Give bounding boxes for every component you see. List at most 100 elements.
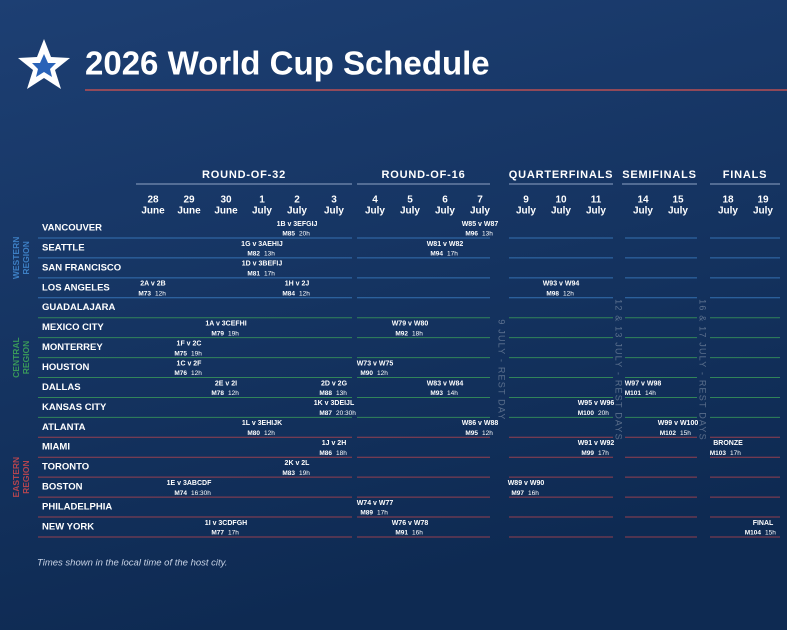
match-number: M89 bbox=[360, 510, 373, 517]
match-number: M83 bbox=[282, 470, 295, 477]
match-time: 16:30h bbox=[191, 490, 211, 497]
match-time: 13h bbox=[264, 251, 275, 258]
date-day: 7 bbox=[477, 195, 483, 206]
date-day: 4 bbox=[372, 195, 378, 206]
match-time: 20h bbox=[299, 231, 310, 238]
region-label-line: REGION bbox=[21, 460, 31, 494]
match-time: 20:30h bbox=[336, 410, 356, 417]
date-month: July bbox=[516, 206, 536, 217]
date-month: June bbox=[141, 206, 165, 217]
city-name: ATLANTA bbox=[42, 422, 86, 433]
match-number: M77 bbox=[211, 530, 224, 537]
match-teams: 1K v 3DEIJL bbox=[314, 400, 355, 407]
date-day: 2 bbox=[294, 195, 300, 206]
match-time: 12h bbox=[191, 370, 202, 377]
match-teams: 2E v 2I bbox=[215, 380, 237, 387]
region-label-line: EASTERN bbox=[11, 457, 21, 498]
city-name: NEW YORK bbox=[42, 521, 94, 532]
match-teams: 2K v 2L bbox=[285, 460, 311, 467]
date-month: July bbox=[633, 206, 653, 217]
match-teams: 1E v 3ABCDF bbox=[167, 480, 212, 487]
date-day: 11 bbox=[591, 195, 602, 206]
city-name: BOSTON bbox=[42, 482, 83, 493]
date-month: June bbox=[214, 206, 238, 217]
city-name: LOS ANGELES bbox=[42, 282, 110, 293]
match-number: M86 bbox=[319, 450, 332, 457]
match-time: 16h bbox=[528, 490, 539, 497]
match-time: 12h bbox=[563, 291, 574, 298]
region-label: WESTERNREGION bbox=[11, 237, 31, 280]
match-number: M91 bbox=[395, 530, 408, 537]
match-time: 17h bbox=[228, 530, 239, 537]
match-teams: W74 v W77 bbox=[357, 500, 394, 507]
city-name: MEXICO CITY bbox=[42, 322, 104, 333]
city-name: DALLAS bbox=[42, 382, 81, 393]
match-teams: W89 v W90 bbox=[508, 480, 545, 487]
footnote: Times shown in the local time of the hos… bbox=[37, 558, 227, 569]
match-time: 17h bbox=[447, 251, 458, 258]
date-month: July bbox=[400, 206, 420, 217]
date-month: July bbox=[324, 206, 344, 217]
match-number: M80 bbox=[247, 430, 260, 437]
match-time: 15h bbox=[680, 430, 691, 437]
match-teams: W81 v W82 bbox=[427, 241, 464, 248]
match-number: M85 bbox=[282, 231, 295, 238]
match-number: M103 bbox=[710, 450, 727, 457]
match-teams: 1G v 3AEHIJ bbox=[241, 241, 283, 248]
date-month: July bbox=[551, 206, 571, 217]
rest-day-note: 12 & 13 JULY - REST DAYS bbox=[614, 299, 624, 441]
date-day: 14 bbox=[637, 195, 649, 206]
match-teams: 1F v 2C bbox=[177, 340, 202, 347]
city-name: KANSAS CITY bbox=[42, 402, 107, 413]
city-name: MIAMI bbox=[42, 442, 70, 453]
region-label: CENTRALREGION bbox=[11, 337, 31, 378]
rest-day-note: 16 & 17 JULY - REST DAYS bbox=[698, 299, 708, 441]
round-label: SEMIFINALS bbox=[622, 169, 697, 181]
date-day: 5 bbox=[407, 195, 413, 206]
date-month: July bbox=[435, 206, 455, 217]
match-time: 14h bbox=[645, 390, 656, 397]
match-time: 12h bbox=[264, 430, 275, 437]
match-teams: W91 v W92 bbox=[578, 440, 615, 447]
city-name: SEATTLE bbox=[42, 242, 85, 253]
date-month: July bbox=[586, 206, 606, 217]
date-month: June bbox=[177, 206, 201, 217]
match-number: M97 bbox=[511, 490, 524, 497]
match-number: M99 bbox=[581, 450, 594, 457]
region-label-line: CENTRAL bbox=[11, 337, 21, 378]
match-time: 20h bbox=[598, 410, 609, 417]
date-day: 6 bbox=[442, 195, 448, 206]
city-name: TORONTO bbox=[42, 462, 89, 473]
match-number: M73 bbox=[138, 291, 151, 298]
match-time: 17h bbox=[377, 510, 388, 517]
match-teams: W76 v W78 bbox=[392, 520, 429, 527]
date-day: 3 bbox=[331, 195, 337, 206]
match-teams: W85 v W87 bbox=[462, 221, 499, 228]
date-day: 30 bbox=[220, 195, 232, 206]
match-teams: W97 v W98 bbox=[625, 380, 662, 387]
match-time: 13h bbox=[482, 231, 493, 238]
date-day: 29 bbox=[183, 195, 195, 206]
match-teams: 1J v 2H bbox=[322, 440, 347, 447]
match-teams: W86 v W88 bbox=[462, 420, 499, 427]
logo bbox=[18, 39, 70, 89]
city-name: VANCOUVER bbox=[42, 223, 102, 234]
city-name: PHILADELPHIA bbox=[42, 502, 112, 513]
match-number: M76 bbox=[174, 370, 187, 377]
match-teams: 1D v 3BEFIJ bbox=[242, 261, 283, 268]
city-name: MONTERREY bbox=[42, 342, 103, 353]
match-time: 12h bbox=[377, 370, 388, 377]
match-teams: W83 v W84 bbox=[427, 380, 464, 387]
match-time: 17h bbox=[264, 271, 275, 278]
match-teams: W79 v W80 bbox=[392, 320, 429, 327]
match-number: M102 bbox=[660, 430, 677, 437]
match-teams: 1B v 3EFGIJ bbox=[277, 221, 318, 228]
date-month: July bbox=[365, 206, 385, 217]
match-number: M87 bbox=[319, 410, 332, 417]
match-teams: 1I v 3CDFGH bbox=[205, 520, 247, 527]
match-teams: 1A v 3CEFHI bbox=[205, 320, 246, 327]
match-time: 19h bbox=[228, 330, 239, 337]
match-number: M88 bbox=[319, 390, 332, 397]
